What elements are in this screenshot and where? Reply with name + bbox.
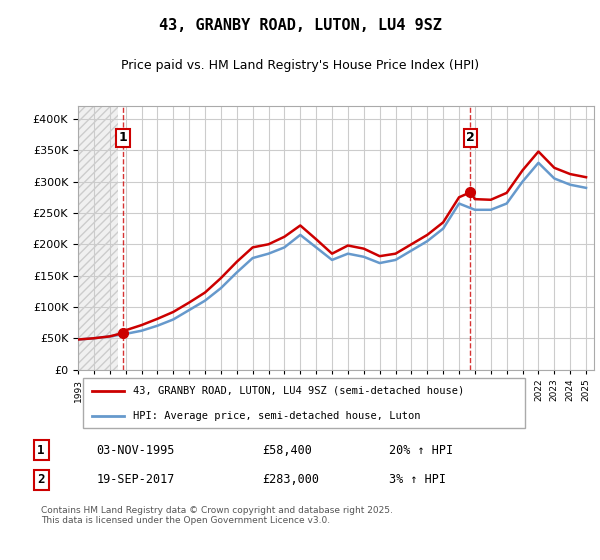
Text: 2: 2	[37, 473, 45, 486]
Text: £58,400: £58,400	[262, 444, 312, 457]
Text: 03-NOV-1995: 03-NOV-1995	[96, 444, 175, 457]
Text: HPI: Average price, semi-detached house, Luton: HPI: Average price, semi-detached house,…	[133, 410, 420, 421]
Text: Contains HM Land Registry data © Crown copyright and database right 2025.
This d: Contains HM Land Registry data © Crown c…	[41, 506, 393, 525]
Text: 43, GRANBY ROAD, LUTON, LU4 9SZ: 43, GRANBY ROAD, LUTON, LU4 9SZ	[158, 18, 442, 32]
Text: 20% ↑ HPI: 20% ↑ HPI	[389, 444, 453, 457]
Text: 1: 1	[37, 444, 45, 457]
Text: Price paid vs. HM Land Registry's House Price Index (HPI): Price paid vs. HM Land Registry's House …	[121, 59, 479, 72]
Text: 2: 2	[466, 132, 475, 144]
Text: 43, GRANBY ROAD, LUTON, LU4 9SZ (semi-detached house): 43, GRANBY ROAD, LUTON, LU4 9SZ (semi-de…	[133, 386, 464, 396]
Text: 3% ↑ HPI: 3% ↑ HPI	[389, 473, 446, 486]
Bar	[78, 106, 118, 370]
FancyBboxPatch shape	[83, 378, 525, 428]
Text: 1: 1	[119, 132, 127, 144]
Text: 19-SEP-2017: 19-SEP-2017	[96, 473, 175, 486]
Text: £283,000: £283,000	[262, 473, 319, 486]
